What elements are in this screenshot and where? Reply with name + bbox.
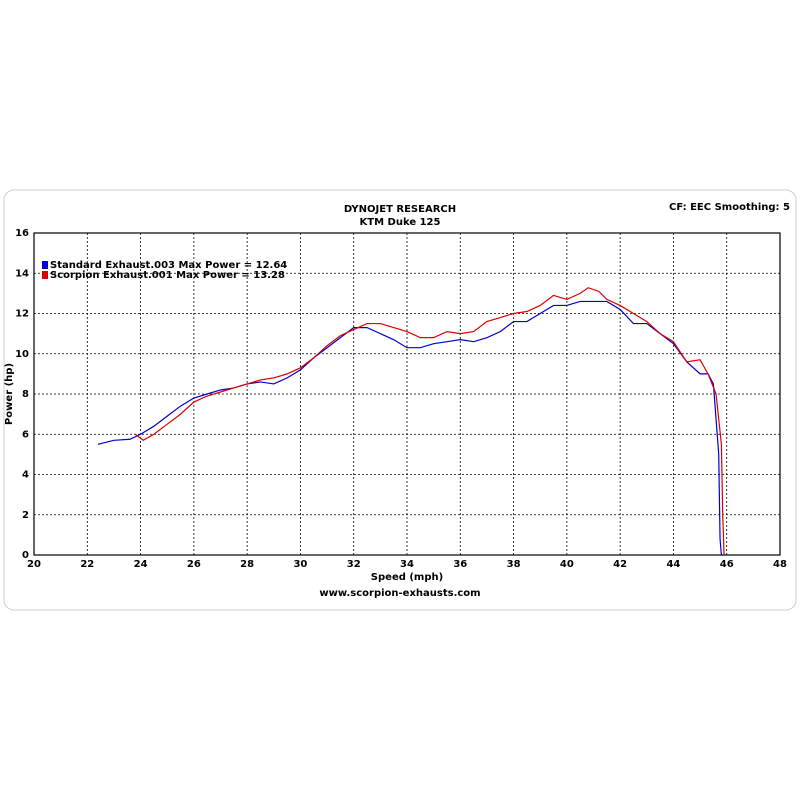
y-tick-label: 6 <box>22 429 29 440</box>
footer: www.scorpion-exhausts.com <box>319 588 480 599</box>
y-tick-label: 8 <box>22 389 29 400</box>
plot-frame <box>33 232 781 556</box>
x-tick-label: 30 <box>293 559 307 570</box>
y-tick-label: 16 <box>15 228 29 239</box>
x-tick-label: 40 <box>560 559 574 570</box>
y-tick-label: 14 <box>15 268 29 279</box>
x-tick-label: 32 <box>347 559 361 570</box>
chart-title: DYNOJET RESEARCH <box>344 204 456 215</box>
x-tick-label: 44 <box>666 559 680 570</box>
x-tick-label: 24 <box>134 559 148 570</box>
legend-swatch <box>42 271 48 279</box>
x-tick-label: 36 <box>453 559 467 570</box>
chart-subtitle: KTM Duke 125 <box>360 217 441 228</box>
series-line <box>134 287 725 556</box>
legend-swatch <box>42 261 48 269</box>
y-axis-label: Power (hp) <box>4 363 15 425</box>
x-tick-label: 46 <box>720 559 734 570</box>
legend-label: Standard Exhaust.003 Max Power = 12.64 <box>50 260 287 271</box>
y-tick-label: 10 <box>15 349 29 360</box>
annotation: CF: EEC Smoothing: 5 <box>669 202 790 213</box>
x-tick-label: 48 <box>773 559 787 570</box>
y-tick-label: 4 <box>22 470 29 481</box>
x-tick-label: 22 <box>80 559 94 570</box>
legend-label: Scorpion Exhaust.001 Max Power = 13.28 <box>50 270 285 281</box>
y-tick-label: 0 <box>22 550 29 561</box>
y-tick-label: 2 <box>22 510 29 521</box>
x-tick-label: 34 <box>400 559 414 570</box>
y-tick-label: 12 <box>15 309 29 320</box>
x-tick-label: 28 <box>240 559 254 570</box>
x-axis-label: Speed (mph) <box>371 572 443 583</box>
x-tick-label: 20 <box>27 559 41 570</box>
x-tick-label: 38 <box>507 559 521 570</box>
x-tick-label: 42 <box>613 559 627 570</box>
x-tick-label: 26 <box>187 559 201 570</box>
